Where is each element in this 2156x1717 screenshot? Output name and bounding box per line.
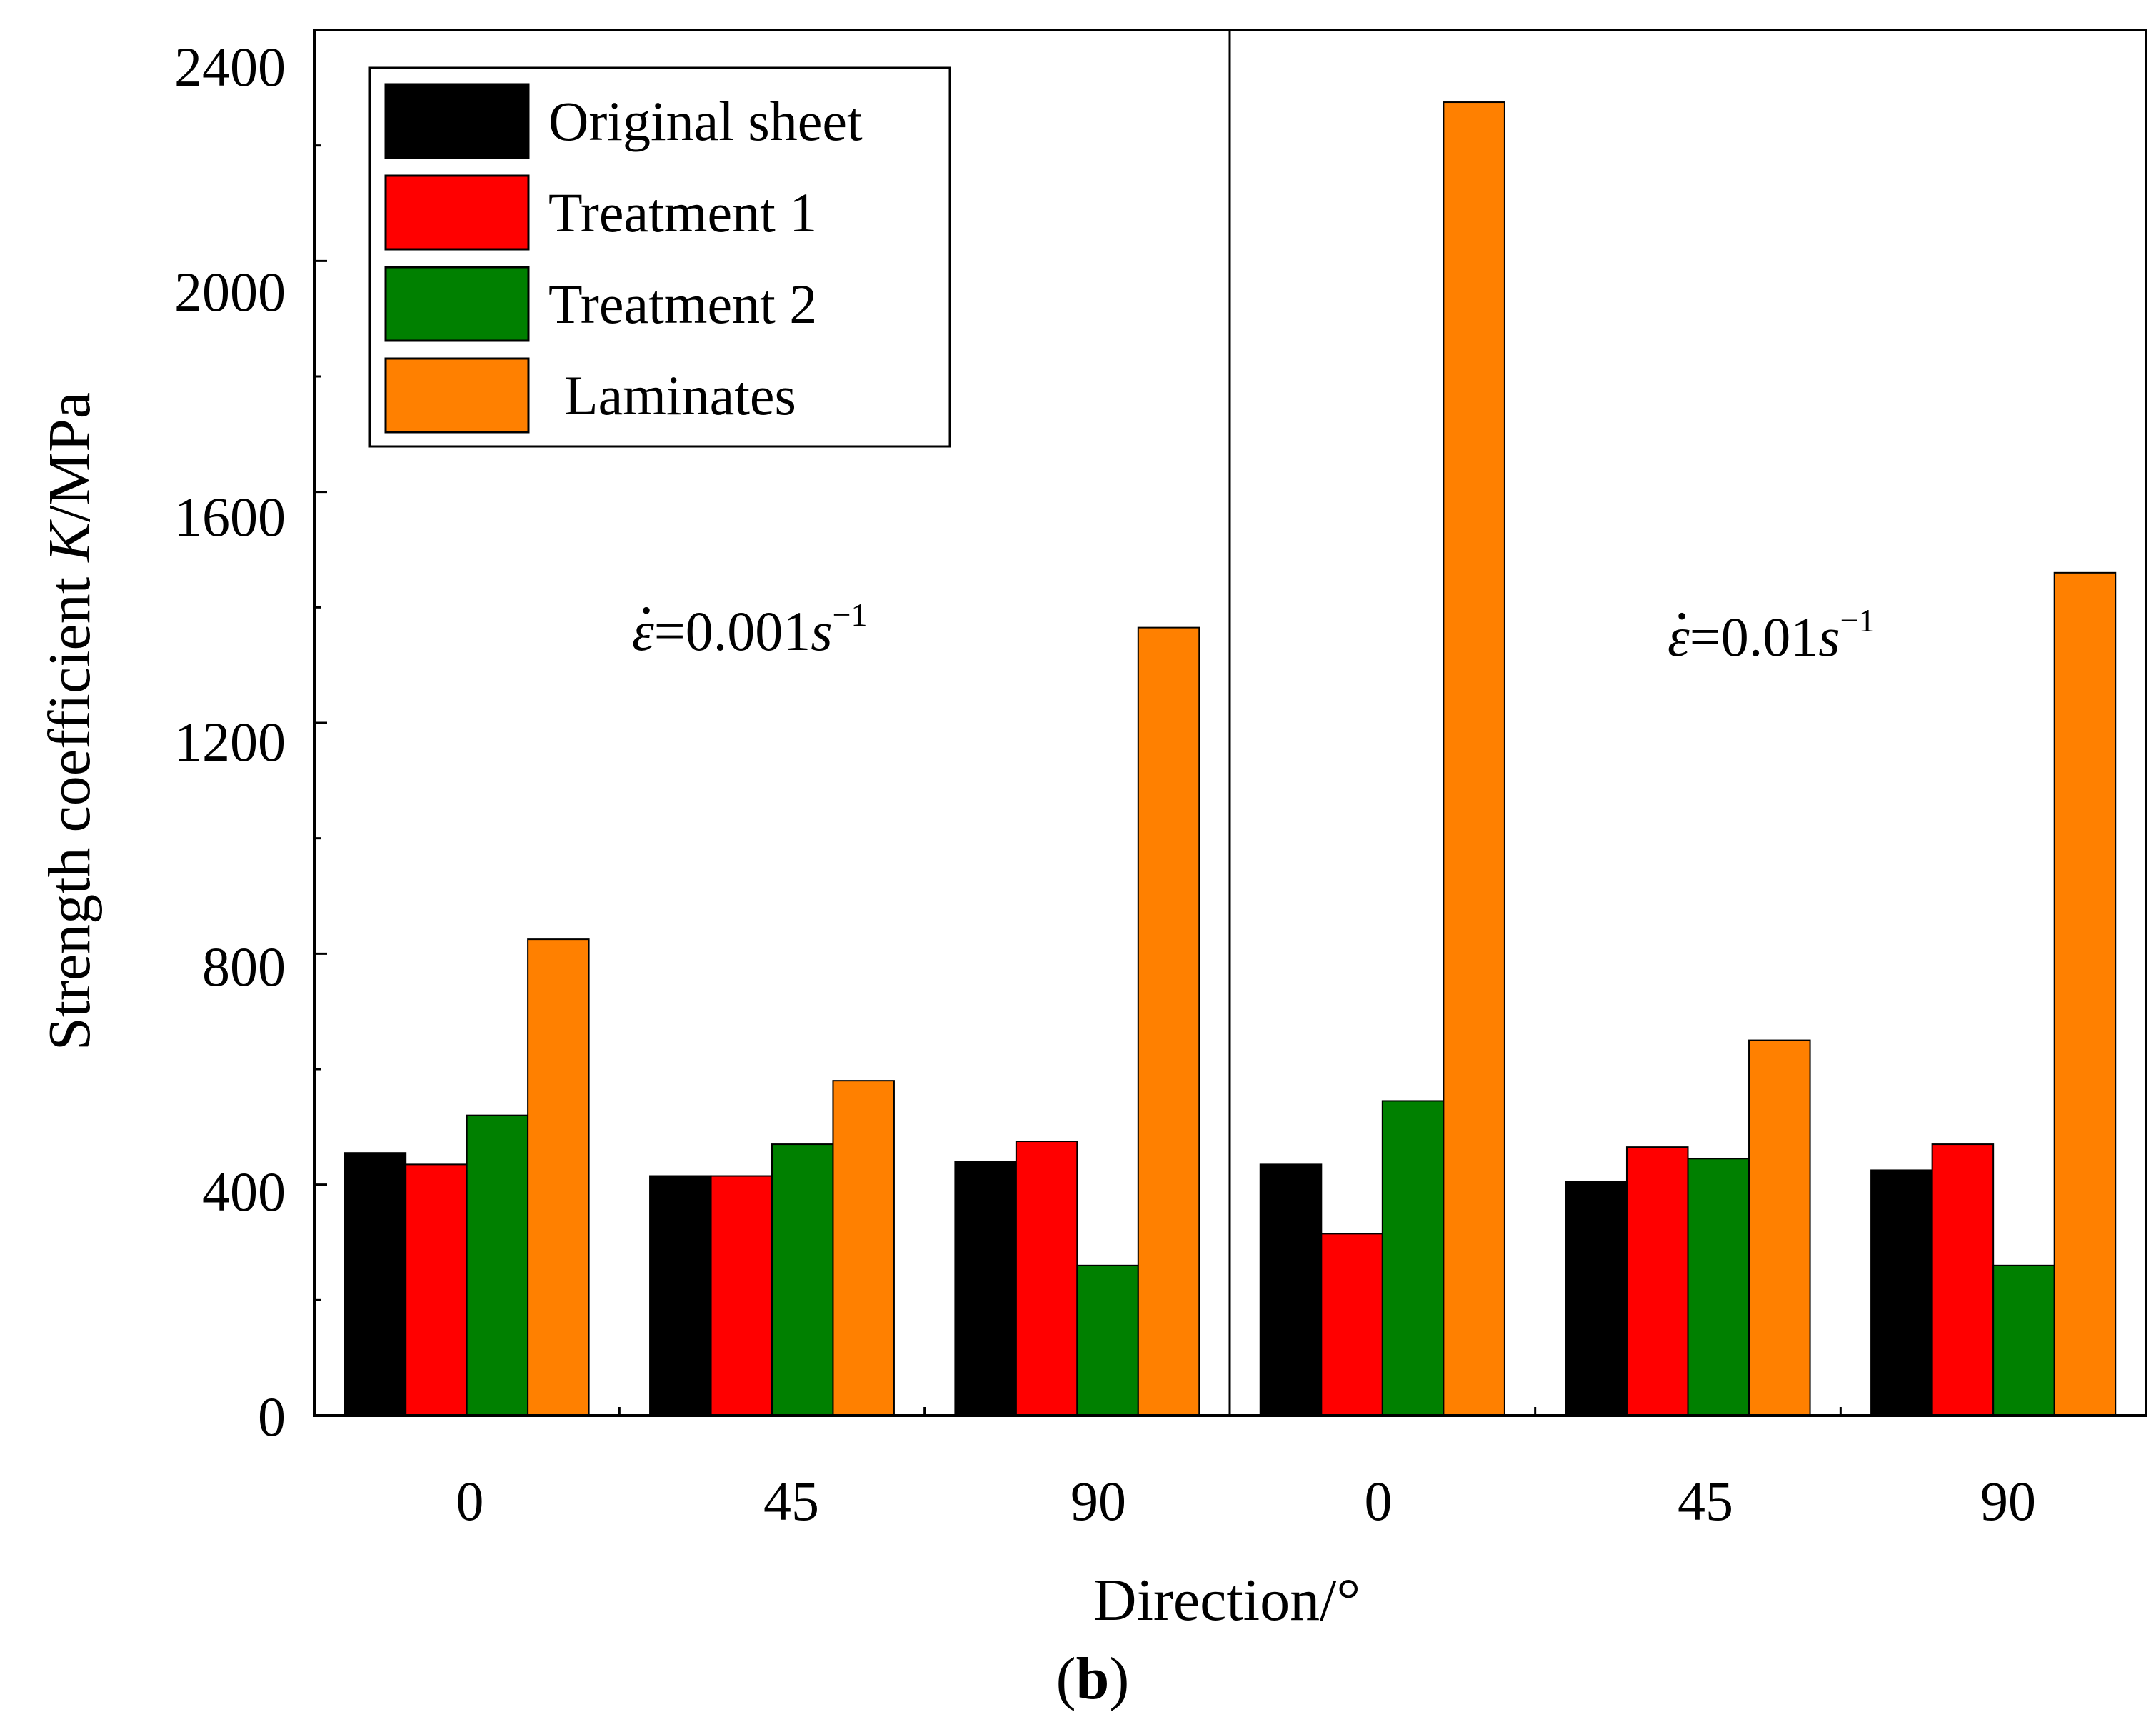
bar-treatment-2-panel2-0 [1381, 1100, 1445, 1417]
x-tick-label: 0 [1365, 1470, 1393, 1532]
legend-label: Treatment 1 [548, 181, 817, 244]
y-tick-label: 1200 [174, 711, 286, 773]
bar-laminates-panel1-45 [832, 1080, 895, 1416]
bar-laminates-panel1-90 [1137, 626, 1200, 1416]
y-tick-label: 2000 [174, 261, 286, 323]
rate-symbol: ε [632, 600, 654, 662]
rate-value: =0.001 [654, 600, 811, 662]
y-axis-title-suffix: /MPa [36, 392, 103, 522]
svg-text:ε=0.001s−1: ε=0.001s−1 [632, 596, 868, 662]
legend-swatch-original-sheet [384, 83, 530, 159]
y-axis-title: Strength coefficient K/MPa [36, 392, 103, 1051]
rate-symbol: ε [1668, 606, 1690, 668]
legend-swatch-laminates [384, 357, 530, 434]
bar-original-sheet-panel1-0 [344, 1152, 407, 1417]
rate-exponent: −1 [833, 596, 868, 633]
rate-annotation-left: ε=0.001s−1 • [632, 594, 868, 662]
x-tick-label: 45 [763, 1470, 819, 1532]
y-tick-labels: 0 400 800 1200 1600 2000 2400 [174, 36, 286, 1448]
y-axis-title-prefix: Strength coefficient [36, 562, 103, 1051]
legend-swatch-treatment-1 [384, 174, 530, 251]
legend: Original sheet Treatment 1 Treatment 2 L… [368, 66, 951, 448]
legend-label: Treatment 2 [548, 273, 817, 335]
x-tick-label: 90 [1071, 1470, 1126, 1532]
bar-original-sheet-panel2-45 [1565, 1181, 1628, 1416]
x-axis-title: Direction/° [1093, 1567, 1360, 1633]
rate-unit: s [811, 600, 832, 662]
rate-value: =0.01 [1690, 606, 1819, 668]
x-tick-label: 45 [1678, 1470, 1733, 1532]
figure-label: (b) [1056, 1646, 1130, 1712]
bar-laminates-panel1-0 [527, 938, 590, 1416]
ticks-layer [314, 29, 1842, 1417]
legend-label: Laminates [564, 364, 796, 426]
bar-laminates-panel2-0 [1443, 101, 1505, 1417]
y-tick-label: 0 [258, 1386, 286, 1448]
svg-text:ε=0.01s−1: ε=0.01s−1 [1668, 602, 1875, 668]
rate-exponent: −1 [1840, 602, 1875, 639]
x-tick-label: 90 [1980, 1470, 2036, 1532]
y-tick-label: 400 [202, 1161, 286, 1223]
bar-treatment-1-panel2-45 [1625, 1146, 1689, 1416]
y-tick-label: 800 [202, 936, 286, 998]
y-axis-title-italic: K [36, 519, 103, 563]
legend-swatch-treatment-2 [384, 266, 530, 342]
bar-treatment-1-panel2-90 [1931, 1143, 1995, 1417]
bar-treatment-1-panel1-0 [405, 1163, 468, 1416]
bar-treatment-2-panel1-0 [466, 1114, 529, 1416]
bar-laminates-panel2-90 [2053, 571, 2117, 1416]
bar-treatment-2-panel2-45 [1687, 1158, 1750, 1416]
bars-layer [344, 101, 2117, 1417]
figure-label-letter: b [1076, 1646, 1110, 1712]
legend-label: Original sheet [548, 90, 863, 152]
rate-dot: • [641, 594, 651, 626]
rate-annotation-right: ε=0.01s−1 • [1668, 600, 1875, 668]
y-tick-label: 1600 [174, 486, 286, 548]
bar-original-sheet-panel2-90 [1870, 1169, 1933, 1417]
bar-laminates-panel2-45 [1748, 1039, 1811, 1417]
bar-treatment-2-panel1-90 [1076, 1264, 1139, 1417]
bar-original-sheet-panel1-45 [649, 1175, 712, 1416]
bar-treatment-2-panel1-45 [771, 1143, 834, 1417]
x-tick-labels: 0 45 90 0 45 90 [456, 1470, 2037, 1532]
bar-original-sheet-panel2-0 [1259, 1163, 1323, 1416]
rate-unit: s [1818, 606, 1840, 668]
y-tick-label: 2400 [174, 36, 286, 98]
bar-treatment-1-panel1-90 [1015, 1141, 1078, 1416]
bar-original-sheet-panel1-90 [954, 1161, 1017, 1417]
bar-treatment-1-panel1-45 [710, 1175, 773, 1416]
bar-treatment-2-panel2-90 [1992, 1264, 2055, 1417]
x-tick-label: 0 [456, 1470, 484, 1532]
bar-treatment-1-panel2-0 [1320, 1233, 1383, 1416]
rate-dot: • [1677, 600, 1687, 632]
